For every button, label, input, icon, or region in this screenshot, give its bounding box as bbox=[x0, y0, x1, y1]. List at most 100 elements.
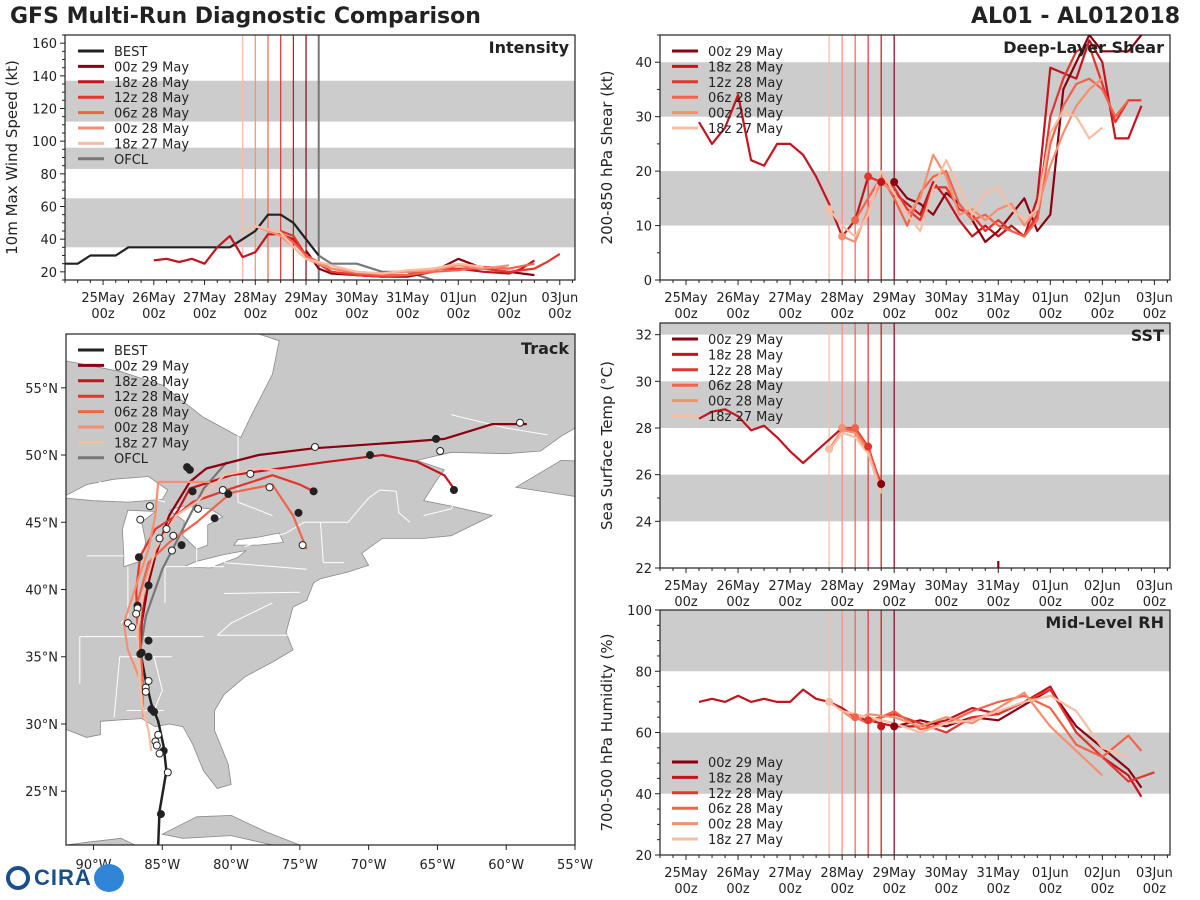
track-point-12z-28-may bbox=[188, 487, 197, 496]
intensity-xtick-hour: 00z bbox=[497, 307, 521, 322]
track-ytick-label: 50°N bbox=[25, 449, 58, 464]
rh-xtick-hour: 00z bbox=[935, 882, 959, 897]
rh-init-marker-00z-29-may bbox=[890, 722, 899, 731]
intensity-xtick-date: 26May bbox=[132, 291, 176, 306]
intensity-ytick-label: 40 bbox=[40, 233, 57, 248]
sst-init-marker-18z-27-may bbox=[825, 445, 834, 453]
rh-xtick-hour: 00z bbox=[726, 882, 750, 897]
shear-init-marker-00z-28-may bbox=[838, 232, 847, 241]
rh-xtick-hour: 00z bbox=[778, 882, 802, 897]
rh-legend-label-00z-28-may: 00z 28 May bbox=[708, 818, 783, 833]
rh-panel-title: Mid-Level RH bbox=[1045, 613, 1164, 632]
shear-ylabel: 200-850 hPa Shear (kt) bbox=[598, 71, 616, 245]
shear-ytick-label: 40 bbox=[635, 56, 652, 71]
shear-ytick-label: 0 bbox=[644, 274, 652, 289]
sst-xtick-date: 31May bbox=[977, 579, 1021, 594]
shear-xtick-hour: 00z bbox=[726, 307, 750, 322]
track-point-18z-28-may bbox=[366, 451, 375, 460]
rh-init-marker-06z-28-may bbox=[851, 713, 860, 722]
sst-xtick-hour: 00z bbox=[778, 595, 802, 610]
track-point-18z-27-may bbox=[141, 687, 150, 696]
intensity-ytick-label: 120 bbox=[32, 103, 57, 118]
intensity-series-18z-27-may bbox=[242, 225, 484, 275]
sst-ytick-label: 26 bbox=[635, 469, 652, 484]
sst-xtick-date: 29May bbox=[872, 579, 916, 594]
shear-xtick-hour: 00z bbox=[987, 307, 1011, 322]
shear-legend-label-00z-29-may: 00z 29 May bbox=[708, 45, 783, 60]
intensity-legend-label-00z-28-may: 00z 28 May bbox=[114, 122, 189, 137]
sst-ytick-label: 28 bbox=[635, 422, 652, 437]
intensity-ytick-label: 160 bbox=[32, 37, 57, 52]
rh-ytick-label: 20 bbox=[635, 849, 652, 864]
track-point-12z-28-may bbox=[154, 730, 163, 739]
track-point-06z-28-may bbox=[177, 541, 186, 550]
sst-xtick-hour: 00z bbox=[830, 595, 854, 610]
intensity-legend-label-best: BEST bbox=[114, 45, 147, 60]
track-point-00z-29-may bbox=[432, 434, 441, 443]
track-point-18z-27-may bbox=[128, 623, 137, 632]
shear-xtick-hour: 00z bbox=[882, 307, 906, 322]
intensity-plot-area bbox=[65, 35, 575, 280]
rh-xtick-date: 01Jun bbox=[1032, 866, 1069, 881]
panel-sst: 22242628303225May00z26May00z27May00z28Ma… bbox=[598, 322, 1173, 610]
rh-xtick-date: 29May bbox=[872, 866, 916, 881]
track-xtick-label: 70°W bbox=[351, 858, 387, 873]
rh-xtick-date: 28May bbox=[820, 866, 864, 881]
sst-ytick-label: 22 bbox=[635, 562, 652, 577]
intensity-legend-label-18z-28-may: 18z 28 May bbox=[114, 76, 189, 91]
track-ytick-label: 35°N bbox=[25, 651, 58, 666]
sst-legend-label-18z-27-may: 18z 27 May bbox=[708, 410, 783, 425]
shear-series-00z-29-may bbox=[893, 35, 1143, 243]
shear-legend-label-06z-28-may: 06z 28 May bbox=[708, 91, 783, 106]
rh-init-marker-18z-28-may bbox=[877, 722, 886, 731]
intensity-ytick-label: 20 bbox=[40, 266, 57, 281]
intensity-xtick-hour: 00z bbox=[294, 307, 318, 322]
rh-ytick-label: 100 bbox=[627, 604, 652, 619]
track-point-00z-29-may bbox=[134, 553, 143, 562]
rh-xtick-date: 25May bbox=[664, 866, 708, 881]
political-border bbox=[320, 522, 324, 563]
logo-text: CIRA bbox=[34, 865, 92, 890]
shear-series-18z-27-may bbox=[828, 110, 1104, 238]
shear-xtick-date: 01Jun bbox=[1032, 291, 1069, 306]
track-map-area bbox=[66, 334, 575, 845]
rh-series-00z-28-may bbox=[841, 691, 1104, 777]
shear-xtick-hour: 00z bbox=[935, 307, 959, 322]
rh-xtick-hour: 00z bbox=[987, 882, 1011, 897]
shear-legend-label-18z-27-may: 18z 27 May bbox=[708, 122, 783, 137]
shear-series-18z-28-may bbox=[698, 39, 1143, 238]
shear-legend-label-12z-28-may: 12z 28 May bbox=[708, 76, 783, 91]
rh-xtick-date: 03Jun bbox=[1136, 866, 1173, 881]
rh-xtick-date: 26May bbox=[716, 866, 760, 881]
track-point-06z-28-may bbox=[210, 514, 219, 523]
track-point-12z-28-may bbox=[137, 648, 146, 657]
intensity-band bbox=[65, 147, 575, 169]
track-point-18z-28-may bbox=[150, 707, 159, 716]
shear-xtick-hour: 00z bbox=[778, 307, 802, 322]
shear-init-marker-18z-28-may bbox=[877, 178, 886, 186]
intensity-legend-label-18z-27-may: 18z 27 May bbox=[114, 137, 189, 152]
rh-legend-label-18z-27-may: 18z 27 May bbox=[708, 833, 783, 848]
shear-xtick-date: 25May bbox=[664, 291, 708, 306]
rh-xtick-date: 31May bbox=[977, 866, 1021, 881]
rh-xtick-date: 27May bbox=[768, 866, 812, 881]
sst-init-marker-00z-29-may bbox=[877, 480, 886, 488]
sst-xtick-hour: 00z bbox=[674, 595, 698, 610]
track-18z-27-may bbox=[136, 467, 287, 752]
rh-series-18z-28-may bbox=[698, 685, 1143, 798]
rh-band bbox=[660, 610, 1170, 672]
track-point-18z-28-may bbox=[183, 463, 192, 472]
track-point-06z-28-may bbox=[294, 508, 303, 517]
shear-xtick-date: 02Jun bbox=[1084, 291, 1121, 306]
rh-xtick-hour: 00z bbox=[674, 882, 698, 897]
shear-legend-label-00z-28-may: 00z 28 May bbox=[708, 107, 783, 122]
track-point-00z-29-may bbox=[144, 581, 153, 590]
intensity-xtick-date: 01Jun bbox=[440, 291, 477, 306]
track-best bbox=[139, 649, 168, 845]
political-border bbox=[492, 501, 507, 516]
intensity-band bbox=[65, 80, 575, 122]
land-cuba bbox=[161, 814, 301, 845]
intensity-xtick-date: 28May bbox=[234, 291, 278, 306]
